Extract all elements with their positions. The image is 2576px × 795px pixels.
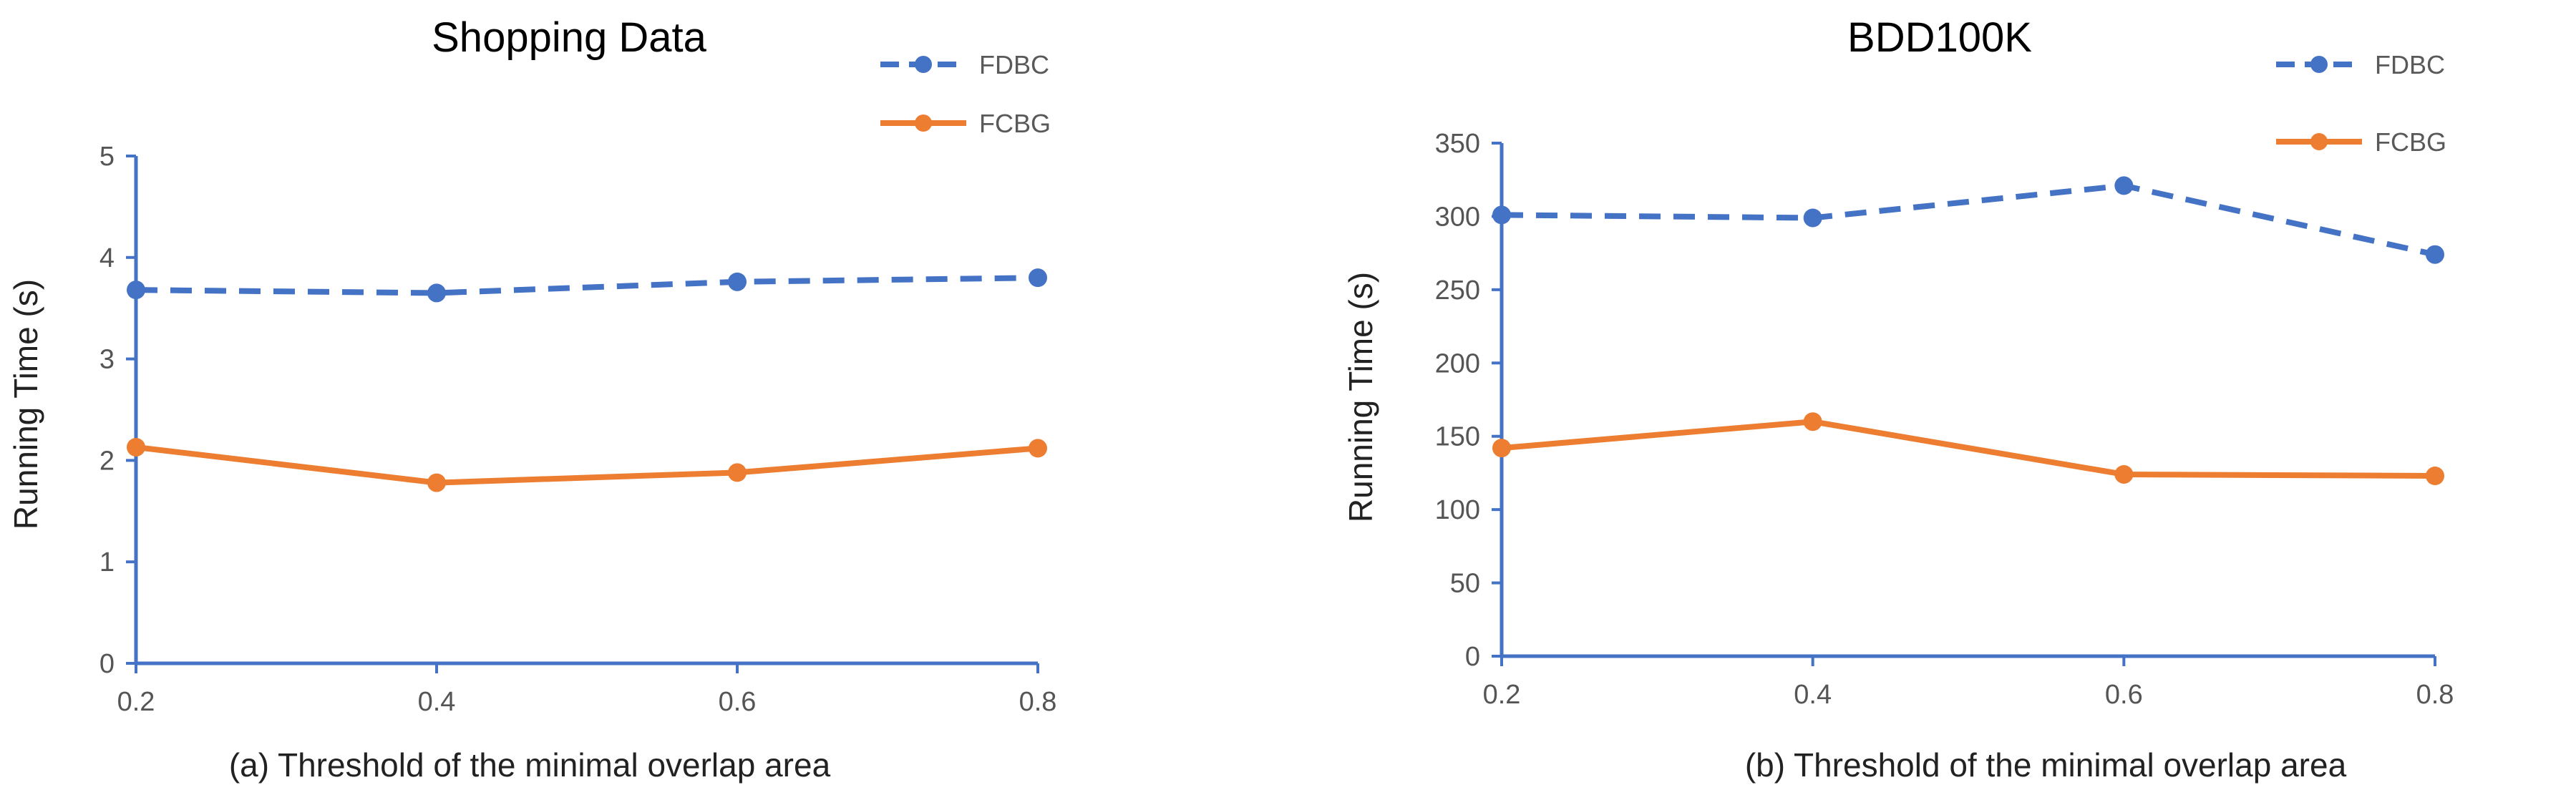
x-ticks: 0.2 0.4 0.6 0.8 bbox=[117, 663, 1057, 717]
chart-title: BDD100K bbox=[1847, 14, 2032, 61]
legend-marker-fcbg bbox=[915, 114, 932, 132]
x-ticks: 0.2 0.4 0.6 0.8 bbox=[1483, 656, 2454, 710]
data-point-fdbc bbox=[1803, 208, 1822, 228]
series-lines bbox=[1492, 176, 2444, 486]
legend-label-fcbg: FCBG bbox=[2375, 127, 2446, 157]
axes bbox=[134, 156, 1038, 665]
series-line-fdbc bbox=[135, 275, 1039, 296]
data-point-fcbg bbox=[1029, 439, 1047, 458]
y-tick-label: 350 bbox=[1435, 129, 1480, 159]
y-tick-label: 50 bbox=[1450, 569, 1480, 599]
y-axis-label: Running Time (s) bbox=[1342, 272, 1379, 522]
x-axis-label: (a) Threshold of the minimal overlap are… bbox=[229, 746, 831, 784]
x-tick-label: 0.8 bbox=[2416, 680, 2454, 710]
data-point-fdbc bbox=[2114, 176, 2134, 195]
y-tick-label: 0 bbox=[1465, 642, 1480, 672]
y-tick-label: 2 bbox=[99, 446, 115, 476]
legend-marker-fcbg bbox=[2310, 133, 2328, 150]
data-point-fdbc bbox=[2426, 245, 2444, 264]
axes bbox=[1500, 143, 2435, 658]
data-point-fcbg bbox=[127, 437, 145, 457]
y-tick-label: 5 bbox=[99, 142, 115, 172]
x-tick-label: 0.8 bbox=[1019, 687, 1057, 717]
y-tick-label: 250 bbox=[1435, 275, 1480, 306]
y-tick-label: 4 bbox=[99, 243, 115, 273]
y-ticks: 0 50 100 150 200 250 300 350 bbox=[1435, 129, 1502, 672]
chart-shopping-data: Shopping Data (a) Threshold of the minim… bbox=[7, 14, 1056, 784]
chart-bdd100k: BDD100K (b) Threshold of the minimal ove… bbox=[1342, 14, 2454, 784]
y-tick-label: 100 bbox=[1435, 495, 1480, 525]
series-lines bbox=[127, 268, 1047, 492]
data-point-fcbg bbox=[1803, 412, 1822, 431]
data-point-fdbc bbox=[1029, 268, 1047, 288]
legend-label-fdbc: FDBC bbox=[979, 50, 1049, 79]
x-tick-label: 0.6 bbox=[2105, 680, 2143, 710]
x-tick-label: 0.4 bbox=[1794, 680, 1832, 710]
y-tick-label: 1 bbox=[99, 547, 115, 577]
data-point-fdbc bbox=[1492, 205, 1511, 225]
data-point-fcbg bbox=[427, 473, 446, 492]
legend: FDBC FCBG bbox=[2276, 50, 2446, 157]
series-line-fcbg bbox=[1501, 419, 2436, 479]
y-tick-label: 200 bbox=[1435, 348, 1480, 379]
y-tick-label: 3 bbox=[99, 345, 115, 375]
legend-marker-fdbc bbox=[2310, 56, 2328, 73]
legend-label-fcbg: FCBG bbox=[979, 109, 1051, 138]
y-tick-label: 0 bbox=[99, 649, 115, 679]
data-point-fdbc bbox=[127, 281, 145, 300]
x-tick-label: 0.6 bbox=[719, 687, 757, 717]
data-point-fcbg bbox=[728, 463, 747, 482]
data-point-fdbc bbox=[728, 272, 747, 291]
y-tick-label: 150 bbox=[1435, 422, 1480, 452]
data-point-fdbc bbox=[427, 283, 446, 303]
legend-label-fdbc: FDBC bbox=[2375, 50, 2445, 79]
y-ticks: 0 1 2 3 4 5 bbox=[99, 142, 136, 679]
legend: FDBC FCBG bbox=[880, 50, 1051, 138]
y-axis-label: Running Time (s) bbox=[7, 279, 44, 530]
data-point-fcbg bbox=[1492, 439, 1511, 458]
x-tick-label: 0.2 bbox=[1483, 680, 1521, 710]
y-tick-label: 300 bbox=[1435, 202, 1480, 232]
x-tick-label: 0.4 bbox=[418, 687, 456, 717]
chart-title: Shopping Data bbox=[432, 14, 706, 61]
data-point-fcbg bbox=[2114, 464, 2134, 484]
legend-marker-fdbc bbox=[915, 56, 932, 73]
series-line-fdbc bbox=[1501, 182, 2436, 258]
series-line-fcbg bbox=[135, 444, 1039, 486]
data-point-fcbg bbox=[2426, 467, 2444, 486]
x-tick-label: 0.2 bbox=[117, 687, 155, 717]
x-axis-label: (b) Threshold of the minimal overlap are… bbox=[1745, 746, 2347, 784]
